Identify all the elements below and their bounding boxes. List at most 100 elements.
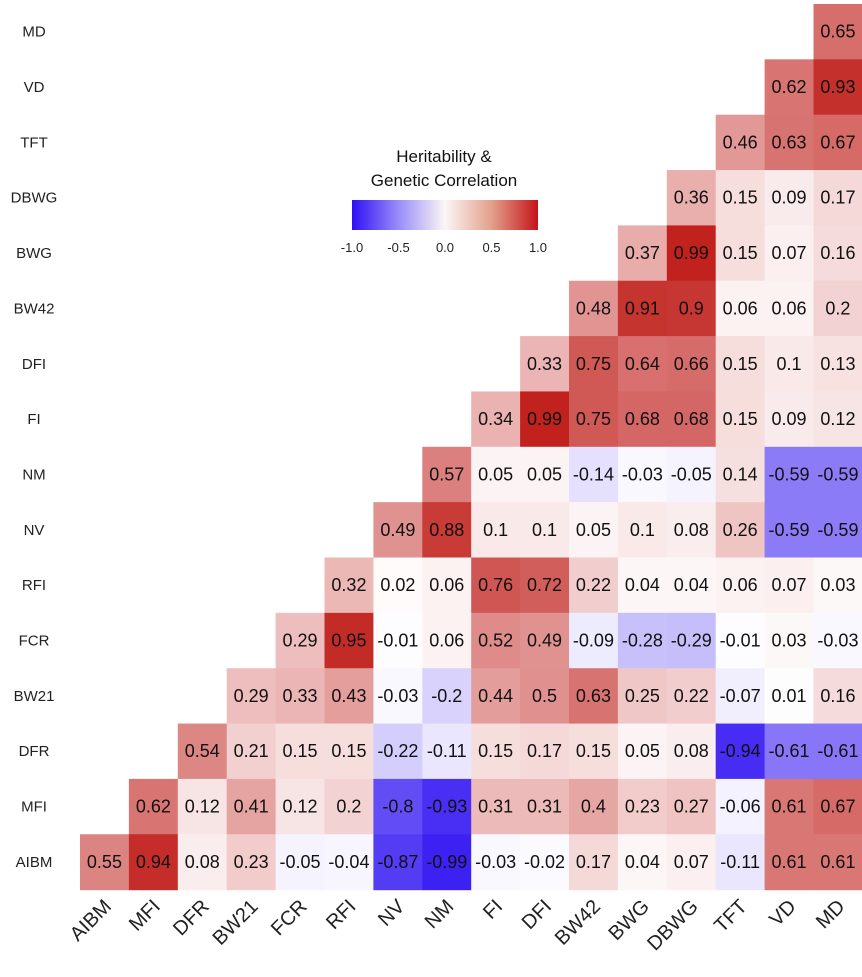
heatmap-cell	[617, 336, 668, 393]
heatmap-cell	[715, 834, 766, 891]
row-label: NV	[24, 522, 45, 539]
heatmap-cell	[715, 778, 766, 835]
heatmap-cell-label: 0.49	[527, 631, 562, 651]
heatmap-cell	[569, 336, 619, 393]
heatmap-cell	[666, 391, 717, 448]
heatmap-cell	[226, 834, 277, 891]
heatmap-cell-label: 0.4	[581, 797, 606, 817]
heatmap-cell-label: 0.23	[625, 797, 660, 817]
heatmap-cell-label: 0.29	[234, 686, 269, 706]
heatmap-cell	[520, 778, 570, 835]
heatmap-cell	[715, 557, 766, 614]
heatmap-cell	[617, 778, 668, 835]
heatmap-cell-label: -0.09	[573, 631, 614, 651]
heatmap-cell	[666, 170, 717, 226]
heatmap-cell-label: 0.12	[820, 409, 855, 429]
heatmap-cell	[666, 280, 717, 337]
heatmap-cell	[569, 502, 619, 559]
heatmap-cell-label: 0.61	[772, 852, 807, 872]
row-label: DFI	[22, 356, 46, 373]
heatmap-cell-label: 0.25	[625, 686, 660, 706]
heatmap-cell-label: 0.63	[772, 132, 807, 152]
heatmap-cell	[275, 668, 326, 725]
heatmap-cell	[813, 723, 862, 780]
heatmap-cell	[422, 557, 472, 614]
legend-title-line2: Genetic Correlation	[371, 171, 517, 190]
heatmap-cell	[764, 59, 815, 116]
heatmap-cell	[324, 557, 374, 614]
heatmap-cell-label: 0.16	[820, 686, 855, 706]
heatmap-cell-label: 0.64	[625, 354, 660, 374]
heatmap-cell	[764, 834, 815, 891]
heatmap-cell	[764, 612, 815, 669]
heatmap-cell	[471, 391, 521, 448]
heatmap-cell	[324, 612, 374, 669]
heatmap-cell	[569, 446, 619, 503]
heatmap-cell-label: 0.94	[136, 852, 171, 872]
heatmap-cell-label: -0.03	[817, 631, 858, 651]
heatmap-cell-label: 0.55	[87, 852, 122, 872]
heatmap-cell-label: 0.22	[674, 686, 709, 706]
heatmap-cell-label: 0.13	[820, 354, 855, 374]
heatmap-cell	[813, 170, 862, 226]
heatmap-cell	[813, 502, 862, 559]
heatmap-cell	[422, 723, 472, 780]
heatmap-cell	[520, 557, 570, 614]
heatmap-cell-label: 0.29	[283, 631, 318, 651]
heatmap-cell-label: 0.99	[674, 243, 709, 263]
heatmap-cell-label: 0.01	[772, 686, 807, 706]
heatmap-cell-label: 0.06	[723, 298, 758, 318]
heatmap-cell	[813, 778, 862, 835]
heatmap-cell	[422, 778, 472, 835]
row-label: DBWG	[11, 190, 58, 207]
heatmap-cell-label: 0.12	[185, 797, 220, 817]
heatmap-cell	[764, 668, 815, 725]
heatmap-cell-label: -0.05	[671, 464, 712, 484]
heatmap-cell	[764, 446, 815, 503]
heatmap-cell-label: 0.02	[380, 575, 415, 595]
heatmap-cell	[617, 612, 668, 669]
heatmap-cell	[520, 446, 570, 503]
heatmap-cell	[764, 170, 815, 226]
heatmap-cell-label: 0.04	[625, 575, 660, 595]
column-label: DFR	[169, 896, 214, 941]
heatmap-cell	[617, 723, 668, 780]
heatmap-cell-label: 0.54	[185, 741, 220, 761]
heatmap-cell	[764, 557, 815, 614]
heatmap-cell-label: 0.62	[136, 797, 171, 817]
heatmap-cell-label: 0.46	[723, 132, 758, 152]
column-label: NM	[421, 896, 459, 934]
heatmap-cell	[275, 834, 326, 891]
heatmap-cell-label: -0.03	[377, 686, 418, 706]
heatmap-cell	[128, 834, 179, 891]
heatmap-cell-label: -0.59	[769, 520, 810, 540]
heatmap-cell	[226, 778, 277, 835]
heatmap-cell-label: 0.33	[283, 686, 318, 706]
heatmap-cell-label: 0.5	[532, 686, 557, 706]
heatmap-cell-label: 0.23	[234, 852, 269, 872]
heatmap-cell-label: 0.67	[820, 132, 855, 152]
heatmap-cell-label: 0.07	[772, 575, 807, 595]
heatmap-cell-label: 0.32	[331, 575, 366, 595]
heatmap-cell	[471, 612, 521, 669]
heatmap-cell	[569, 612, 619, 669]
heatmap-cell-label: 0.95	[331, 631, 366, 651]
heatmap-cell	[471, 557, 521, 614]
heatmap-cell-label: 0.2	[825, 298, 850, 318]
heatmap-cell	[471, 834, 521, 891]
heatmap-cell	[373, 557, 423, 614]
heatmap-cell-label: 0.43	[331, 686, 366, 706]
heatmap-cell-label: 0.05	[625, 741, 660, 761]
column-label: NV	[374, 895, 410, 931]
heatmap-cell-label: 0.91	[625, 298, 660, 318]
heatmap-cell	[715, 723, 766, 780]
column-label: TFT	[710, 896, 751, 937]
heatmap-cell-label: 0.1	[630, 520, 655, 540]
heatmap-cell-label: -0.03	[475, 852, 516, 872]
heatmap-cell-label: -0.01	[720, 631, 761, 651]
heatmap-cell	[813, 834, 862, 891]
heatmap-cell-label: 0.17	[576, 852, 611, 872]
heatmap-cell	[617, 502, 668, 559]
legend-color-bar	[352, 200, 538, 230]
